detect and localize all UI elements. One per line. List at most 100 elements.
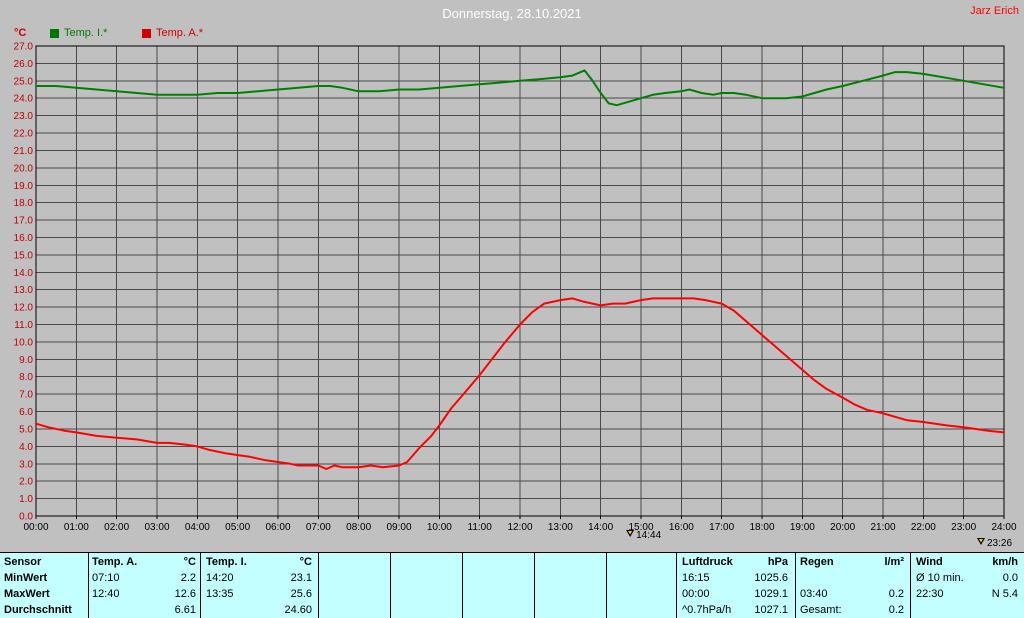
column-name: Luftdruck: [682, 556, 733, 568]
table-cell-regen-header: Regen l/m²: [800, 556, 904, 570]
svg-text:09:00: 09:00: [386, 522, 411, 533]
svg-text:14:44: 14:44: [636, 530, 661, 541]
table-cell-wind-header: Wind km/h: [916, 556, 1018, 570]
table-cell-regen-min: [800, 572, 904, 586]
table-cell-regen-total: Gesamt: 0.2: [800, 604, 904, 618]
svg-text:26.0: 26.0: [14, 59, 34, 70]
svg-text:11:00: 11:00: [468, 522, 493, 533]
statistics-table: Sensor MinWert MaxWert Durchschnitt Temp…: [0, 552, 1024, 618]
time-label: 14:20: [206, 572, 234, 584]
svg-text:03:00: 03:00: [144, 522, 169, 533]
column-unit: hPa: [767, 556, 788, 568]
value-label: 0.0: [1002, 572, 1018, 584]
table-divider: [676, 553, 677, 618]
svg-text:11.0: 11.0: [14, 320, 33, 331]
svg-text:19:00: 19:00: [790, 522, 815, 533]
time-label: 00:00: [682, 588, 710, 600]
value-label: 0.2: [888, 604, 904, 616]
table-cell-tempA-header: Temp. A. °C: [92, 556, 196, 570]
time-label: 03:40: [800, 588, 828, 600]
svg-text:2.0: 2.0: [19, 477, 33, 488]
table-cell-tempI-max: 13:35 25.6: [206, 588, 312, 602]
page-title: Donnerstag, 28.10.2021: [442, 6, 582, 21]
svg-text:14:00: 14:00: [588, 522, 613, 533]
temperature-chart[interactable]: 0.0 1.0 2.0 3.0 4.0 5.0 6.0 7.0 8.0 9.0 10.0 11.0 12…: [0, 0, 1024, 552]
value-label: 1029.1: [754, 588, 788, 600]
svg-text:14.0: 14.0: [14, 268, 34, 279]
row-label-maxwert: MaxWert: [4, 588, 50, 600]
table-cell-luftdruck-min: 16:15 1025.6: [682, 572, 788, 586]
value-label: 24.60: [284, 604, 312, 616]
svg-text:00:00: 00:00: [23, 522, 48, 533]
svg-text:20:00: 20:00: [830, 522, 855, 533]
value-label: 2.2: [180, 572, 196, 584]
table-divider: [462, 553, 463, 618]
svg-text:13.0: 13.0: [14, 285, 34, 296]
svg-text:23:26: 23:26: [987, 538, 1012, 549]
row-label-durchschnitt: Durchschnitt: [4, 604, 72, 616]
table-cell-regen-max: 03:40 0.2: [800, 588, 904, 602]
svg-text:18.0: 18.0: [14, 198, 34, 209]
column-unit: °C: [183, 556, 196, 568]
svg-text:21.0: 21.0: [14, 146, 34, 157]
time-label: 12:40: [92, 588, 120, 600]
svg-text:0.0: 0.0: [19, 512, 33, 523]
temp-a-swatch-icon: [142, 28, 151, 38]
svg-text:04:00: 04:00: [185, 522, 210, 533]
legend-item-temp-i: Temp. I.*: [50, 27, 107, 39]
table-divider: [795, 553, 796, 618]
svg-text:10.0: 10.0: [14, 337, 34, 348]
time-label: 22:30: [916, 588, 944, 600]
table-cell-tempI-header: Temp. I. °C: [206, 556, 312, 570]
svg-text:5.0: 5.0: [19, 424, 33, 435]
svg-text:7.0: 7.0: [19, 390, 33, 401]
svg-text:22:00: 22:00: [911, 522, 936, 533]
table-divider: [910, 553, 911, 618]
svg-text:16:00: 16:00: [669, 522, 694, 533]
table-divider: [318, 553, 319, 618]
table-divider: [534, 553, 535, 618]
svg-text:9.0: 9.0: [19, 355, 33, 366]
svg-text:06:00: 06:00: [265, 522, 290, 533]
table-cell-tempA-avg: 6.61: [92, 604, 196, 618]
svg-text:15:00: 15:00: [628, 522, 653, 533]
svg-text:13:00: 13:00: [548, 522, 573, 533]
total-label: Gesamt:: [800, 604, 842, 616]
table-cell-wind-min: Ø 10 min. 0.0: [916, 572, 1018, 586]
time-label: 16:15: [682, 572, 710, 584]
column-name: Wind: [916, 556, 943, 568]
svg-text:27.0: 27.0: [14, 42, 34, 53]
column-name: Temp. A.: [92, 556, 138, 568]
column-unit: km/h: [992, 556, 1018, 568]
row-label-sensor: Sensor: [4, 556, 42, 568]
svg-text:23.0: 23.0: [14, 111, 34, 122]
value-label: 25.6: [290, 588, 312, 600]
svg-text:4.0: 4.0: [19, 442, 33, 453]
temp-i-swatch-icon: [50, 28, 59, 38]
time-label: 13:35: [206, 588, 234, 600]
table-divider: [606, 553, 607, 618]
trend-label: ^0.7hPa/h: [682, 604, 732, 616]
value-label: 0.2: [888, 588, 904, 600]
legend-label-temp-a: Temp. A.*: [156, 27, 204, 39]
svg-text:07:00: 07:00: [306, 522, 331, 533]
svg-text:6.0: 6.0: [19, 407, 33, 418]
value-label: 1025.6: [754, 572, 788, 584]
value-label: 6.61: [174, 604, 196, 616]
row-label-minwert: MinWert: [4, 572, 48, 584]
y-axis-unit-label: °C: [14, 27, 27, 39]
svg-text:23:00: 23:00: [951, 522, 976, 533]
table-cell-tempI-min: 14:20 23.1: [206, 572, 312, 586]
column-name: Regen: [800, 556, 834, 568]
svg-text:01:00: 01:00: [64, 522, 89, 533]
svg-text:3.0: 3.0: [19, 459, 33, 470]
time-label: 07:10: [92, 572, 120, 584]
column-unit: °C: [299, 556, 312, 568]
value-label: 1027.1: [754, 604, 788, 616]
value-label: 23.1: [290, 572, 312, 584]
legend-label-temp-i: Temp. I.*: [64, 27, 108, 39]
value-label: 12.6: [174, 588, 196, 600]
table-cell-wind-avg: [916, 604, 1018, 618]
svg-text:19.0: 19.0: [14, 181, 34, 192]
